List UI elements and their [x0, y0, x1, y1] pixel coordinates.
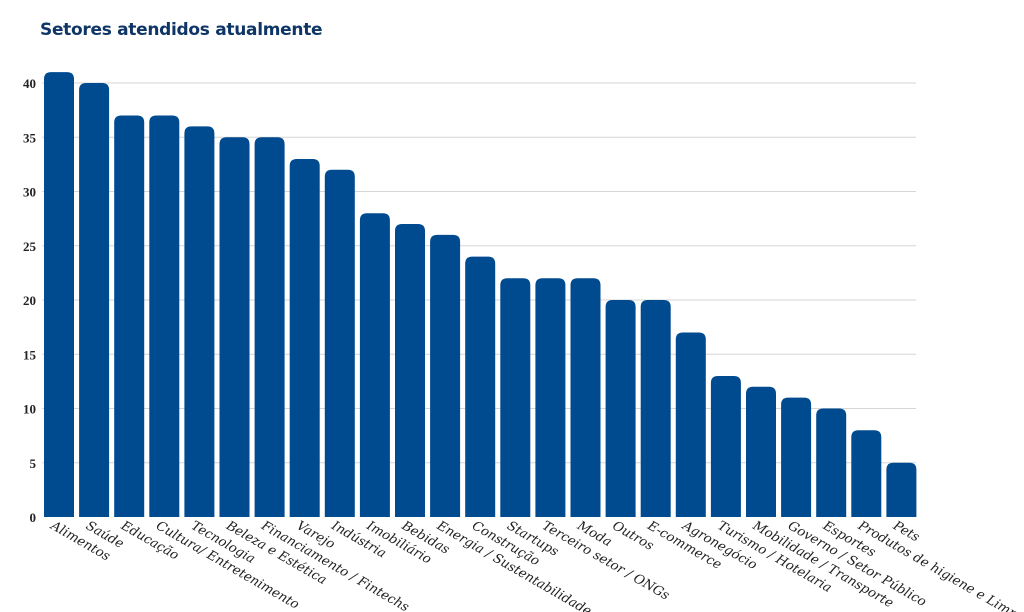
bar [640, 300, 671, 517]
bar [886, 462, 917, 517]
bar [184, 126, 215, 518]
y-tick-label: 0 [30, 510, 37, 525]
bar [500, 278, 531, 517]
bar [781, 397, 812, 517]
y-tick-label: 30 [23, 185, 36, 200]
bar [675, 332, 706, 517]
bar [605, 300, 636, 517]
bar [324, 169, 355, 518]
y-tick-label: 15 [23, 347, 37, 362]
bar [149, 115, 180, 518]
bar [114, 115, 145, 518]
bar [816, 408, 847, 517]
bar [395, 224, 425, 518]
bar [254, 137, 285, 517]
bar [465, 256, 496, 517]
chart-title: Setores atendidos atualmente [40, 20, 323, 40]
bar [219, 137, 250, 517]
bar [710, 375, 741, 517]
bar [851, 430, 882, 517]
bar [535, 278, 566, 517]
y-tick-label: 35 [23, 130, 37, 145]
bar [79, 83, 110, 517]
y-tick-label: 10 [23, 402, 36, 417]
y-tick-label: 25 [23, 239, 37, 254]
bar [570, 278, 601, 517]
y-tick-label: 5 [30, 456, 37, 471]
y-tick-label: 20 [23, 293, 36, 308]
bar [359, 213, 390, 517]
bar [746, 386, 776, 517]
bar [430, 234, 461, 517]
y-tick-label: 40 [23, 76, 36, 91]
bar [289, 158, 320, 517]
bar [44, 72, 74, 518]
